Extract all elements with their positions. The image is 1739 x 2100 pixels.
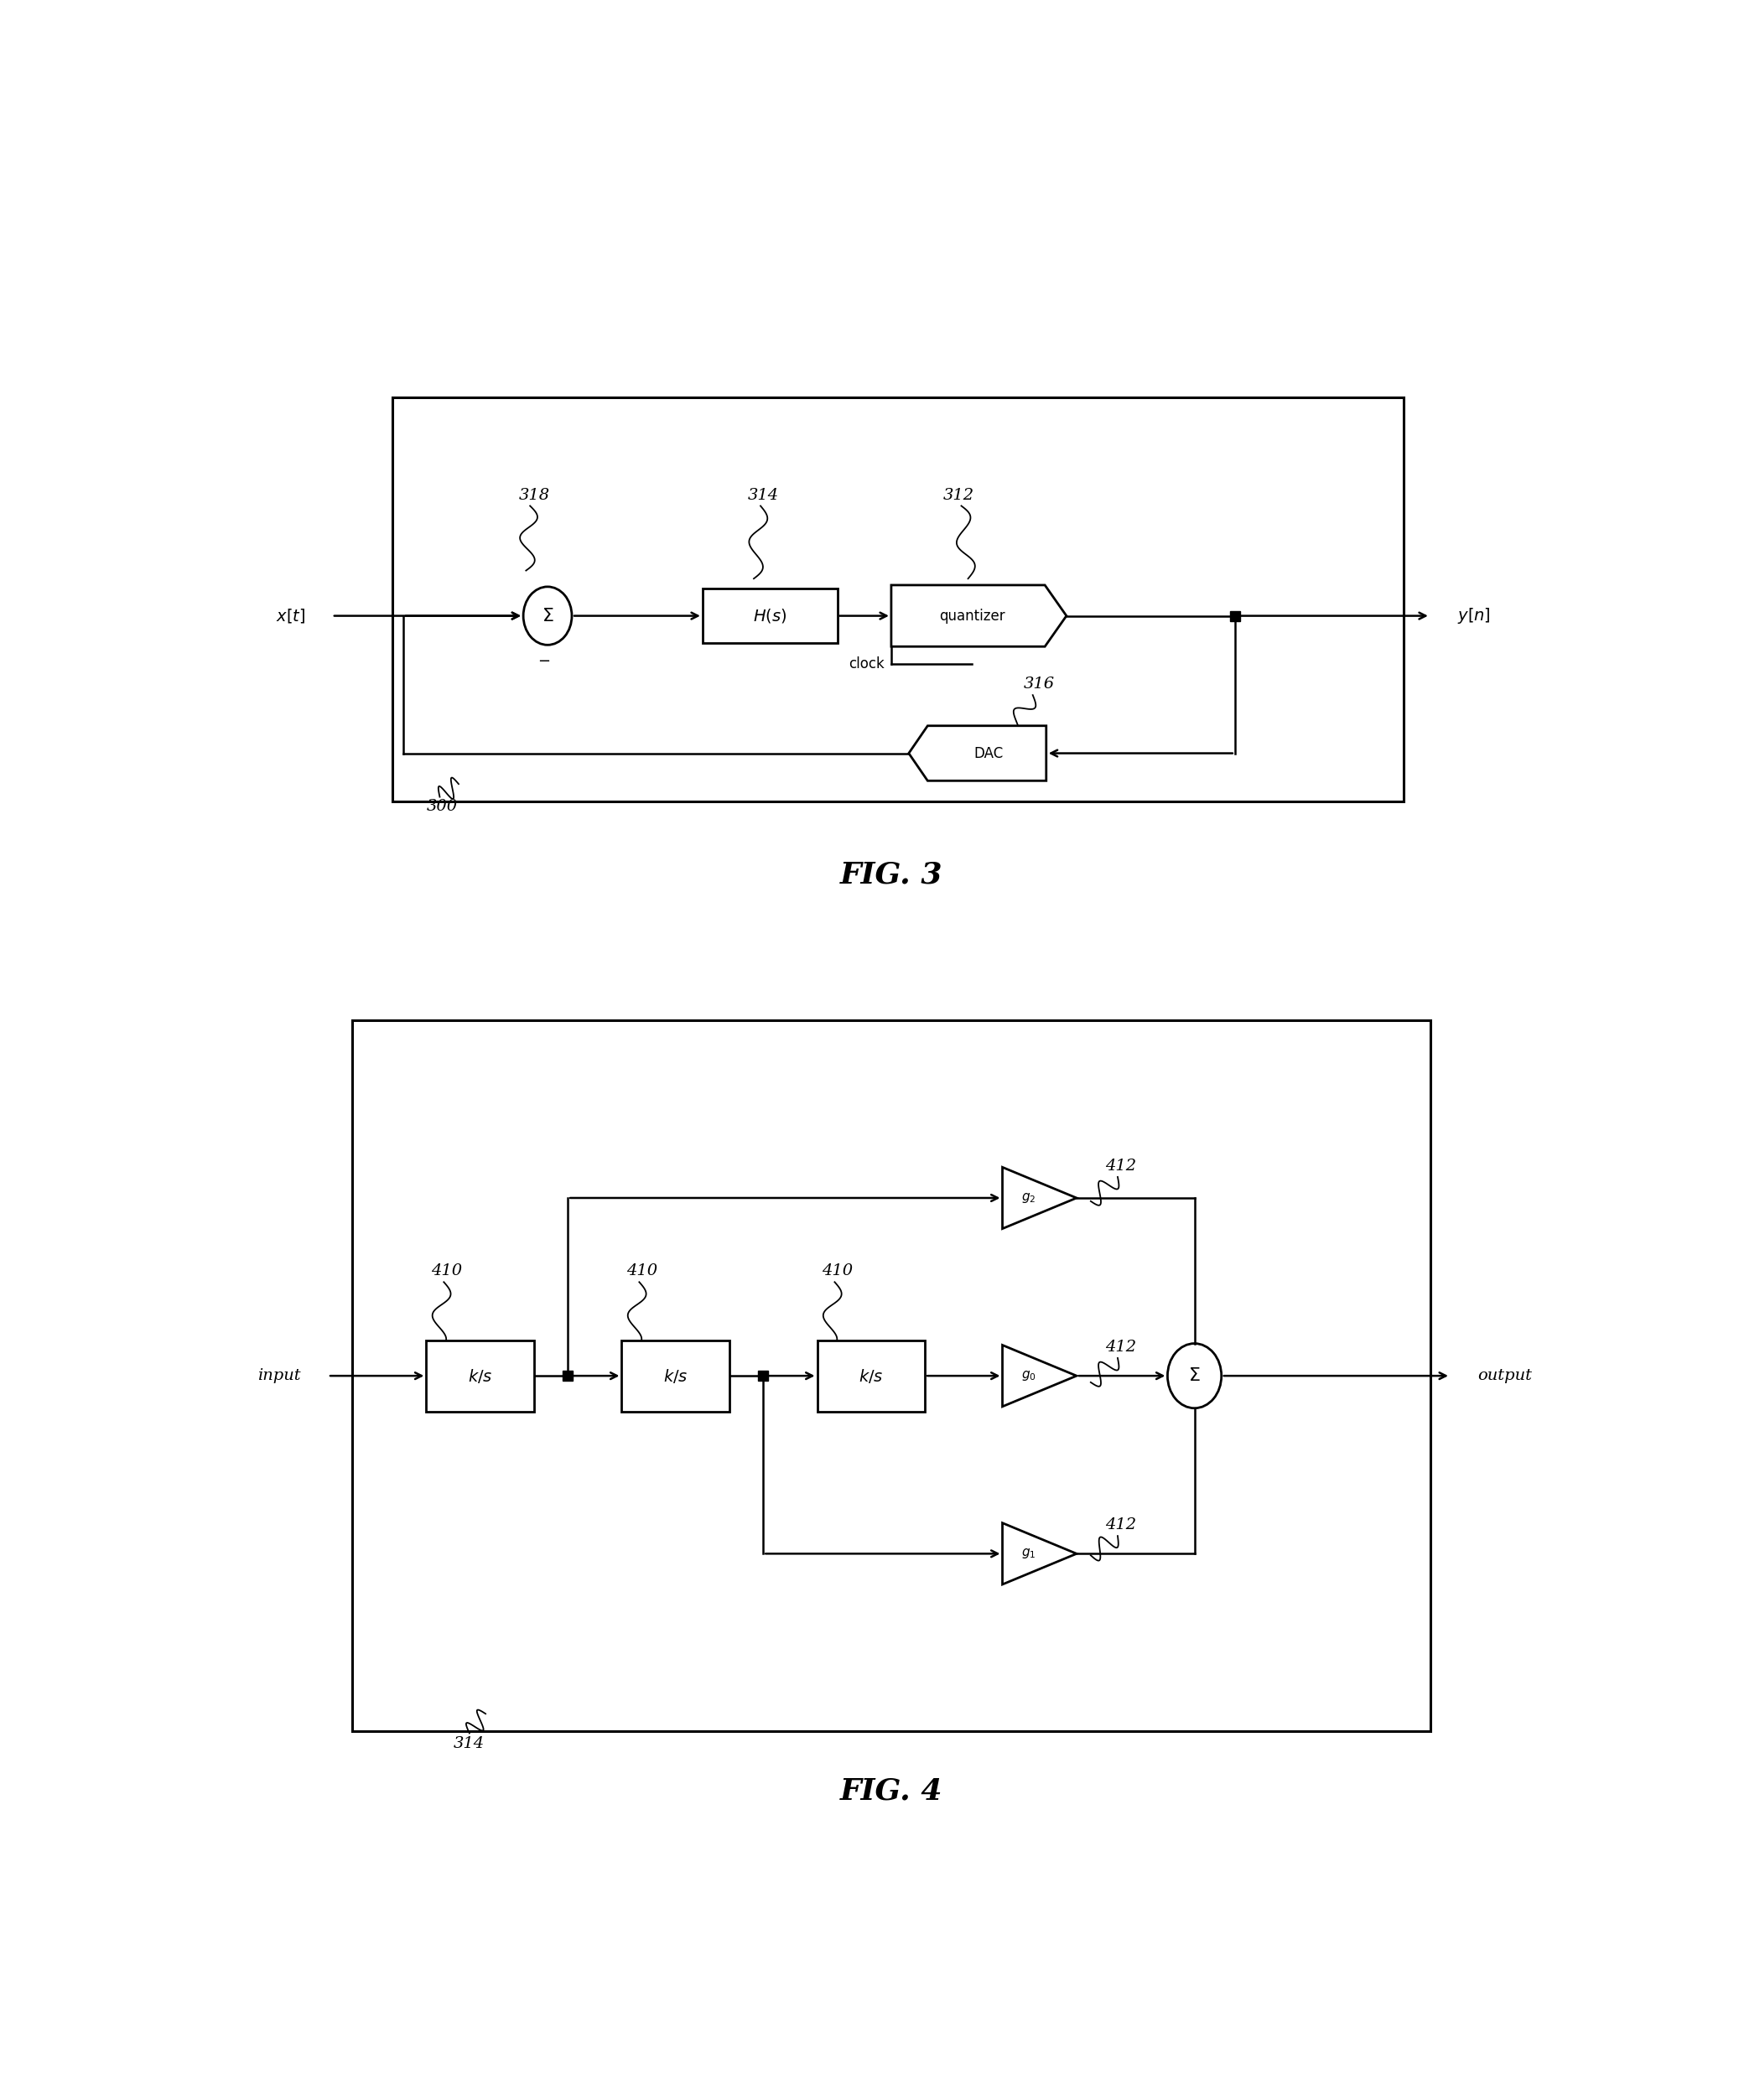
Bar	[351, 1021, 1431, 1732]
Text: input: input	[257, 1369, 301, 1384]
Bar	[623, 1340, 730, 1411]
Text: $k/s$: $k/s$	[663, 1367, 689, 1384]
Text: $\Sigma$: $\Sigma$	[541, 607, 553, 624]
Polygon shape	[1002, 1522, 1076, 1583]
Polygon shape	[909, 727, 1047, 781]
Text: 316: 316	[1024, 676, 1056, 691]
Text: 412: 412	[1104, 1340, 1136, 1354]
Text: $g_1$: $g_1$	[1021, 1548, 1036, 1560]
Text: output: output	[1478, 1369, 1532, 1384]
Text: 412: 412	[1104, 1518, 1136, 1533]
Text: quantizer: quantizer	[939, 609, 1005, 624]
Polygon shape	[1002, 1346, 1076, 1407]
Bar	[817, 1340, 925, 1411]
Text: $k/s$: $k/s$	[468, 1367, 492, 1384]
Text: $g_2$: $g_2$	[1021, 1191, 1036, 1205]
Text: $g_0$: $g_0$	[1021, 1369, 1036, 1382]
Text: clock: clock	[849, 657, 885, 672]
Text: $\Sigma$: $\Sigma$	[1188, 1367, 1200, 1384]
Text: 410: 410	[823, 1264, 852, 1279]
Bar	[703, 588, 838, 643]
Polygon shape	[1002, 1168, 1076, 1228]
Text: 314: 314	[454, 1737, 485, 1751]
Text: $k/s$: $k/s$	[859, 1367, 883, 1384]
Polygon shape	[890, 586, 1066, 647]
Text: FIG. 4: FIG. 4	[840, 1777, 943, 1806]
Text: DAC: DAC	[974, 745, 1003, 760]
Text: $H(s)$: $H(s)$	[753, 607, 786, 624]
Text: FIG. 3: FIG. 3	[840, 861, 943, 888]
Text: 318: 318	[518, 487, 550, 502]
Text: 300: 300	[426, 798, 457, 813]
Text: $y[n]$: $y[n]$	[1457, 607, 1490, 626]
Text: 410: 410	[626, 1264, 657, 1279]
Text: $-$: $-$	[537, 653, 550, 668]
Text: 312: 312	[943, 487, 974, 502]
Bar	[426, 1340, 534, 1411]
Text: 412: 412	[1104, 1159, 1136, 1174]
Text: 314: 314	[748, 487, 779, 502]
Text: $x[t]$: $x[t]$	[275, 607, 304, 624]
Text: 410: 410	[431, 1264, 463, 1279]
Bar	[393, 397, 1403, 802]
